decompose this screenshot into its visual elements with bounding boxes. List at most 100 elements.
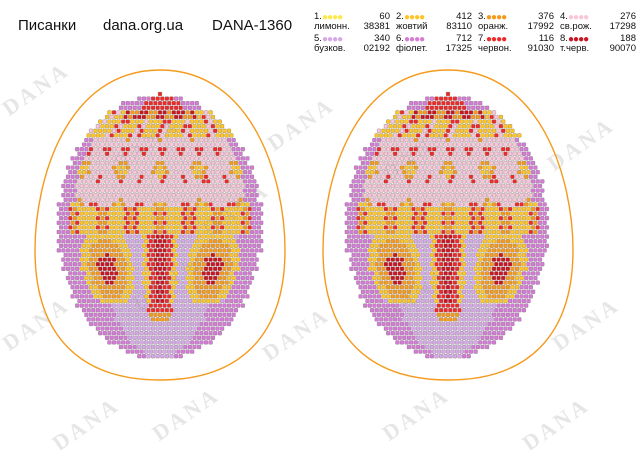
bead <box>429 216 434 221</box>
bead <box>434 216 439 221</box>
bead <box>183 271 188 276</box>
bead <box>478 275 483 281</box>
bead <box>468 285 474 290</box>
bead <box>192 142 197 147</box>
bead <box>455 331 460 336</box>
bead <box>72 289 77 294</box>
bead <box>153 312 158 317</box>
bead <box>411 271 416 276</box>
bead <box>496 248 501 253</box>
bead <box>386 266 391 271</box>
bead <box>236 165 241 170</box>
bead <box>130 119 135 124</box>
bead <box>114 197 119 202</box>
bead <box>542 202 547 207</box>
bead <box>482 137 487 143</box>
bead <box>208 165 213 170</box>
bead <box>125 266 130 271</box>
bead <box>102 321 107 327</box>
bead <box>144 349 149 354</box>
bead <box>399 275 405 281</box>
bead <box>471 124 476 129</box>
bead <box>128 326 133 331</box>
bead <box>434 151 439 156</box>
bead <box>462 197 467 202</box>
bead <box>473 312 478 317</box>
bead <box>109 298 114 304</box>
bead <box>388 206 393 212</box>
bead <box>134 266 140 271</box>
bead <box>508 160 513 166</box>
bead <box>123 262 128 267</box>
bead <box>489 188 494 193</box>
bead <box>376 193 382 198</box>
bead <box>436 294 441 299</box>
bead <box>445 110 451 115</box>
bead <box>397 170 402 175</box>
bead <box>157 340 163 345</box>
bead <box>370 179 375 184</box>
bead <box>390 239 395 244</box>
bead <box>146 133 151 138</box>
bead <box>487 202 492 207</box>
bead <box>86 170 91 175</box>
bead <box>503 317 508 322</box>
bead <box>349 239 354 244</box>
bead <box>174 243 179 248</box>
bead <box>148 174 153 179</box>
bead <box>105 124 110 129</box>
bead <box>358 202 363 207</box>
bead <box>137 262 142 267</box>
bead <box>82 252 87 258</box>
bead <box>409 239 414 244</box>
bead <box>125 340 130 345</box>
bead <box>125 156 130 161</box>
bead <box>213 285 218 290</box>
bead <box>141 280 146 285</box>
bead <box>128 179 133 184</box>
bead <box>457 142 462 147</box>
bead <box>457 252 462 258</box>
bead <box>399 147 405 152</box>
bead <box>82 289 87 294</box>
bead <box>229 289 234 294</box>
bead <box>427 340 432 345</box>
bead <box>187 225 192 230</box>
bead <box>379 298 384 304</box>
bead <box>148 331 153 336</box>
bead <box>128 114 133 120</box>
bead <box>247 197 252 202</box>
bead <box>201 289 206 294</box>
bead <box>79 248 84 253</box>
bead <box>111 110 117 115</box>
bead <box>100 124 105 129</box>
bead <box>95 124 100 129</box>
bead-swatch: ●●●● <box>486 34 507 45</box>
bead <box>121 321 126 327</box>
bead <box>528 165 533 170</box>
bead <box>434 252 439 258</box>
bead <box>102 202 107 207</box>
legend-count: 376 <box>538 11 554 22</box>
bead <box>411 151 416 156</box>
bead <box>125 211 130 216</box>
bead <box>452 225 457 230</box>
bead <box>105 160 110 166</box>
bead <box>220 243 225 248</box>
bead <box>185 147 190 152</box>
bead <box>194 128 199 133</box>
bead <box>176 137 181 143</box>
bead <box>468 137 474 143</box>
bead <box>528 248 533 253</box>
bead <box>475 289 480 294</box>
bead <box>393 133 398 138</box>
bead <box>491 312 497 317</box>
bead <box>498 197 503 202</box>
bead <box>489 243 494 248</box>
bead <box>448 142 453 147</box>
bead <box>171 275 176 281</box>
bead <box>215 317 220 322</box>
bead <box>450 174 455 179</box>
bead <box>88 275 94 281</box>
bead <box>121 248 126 253</box>
